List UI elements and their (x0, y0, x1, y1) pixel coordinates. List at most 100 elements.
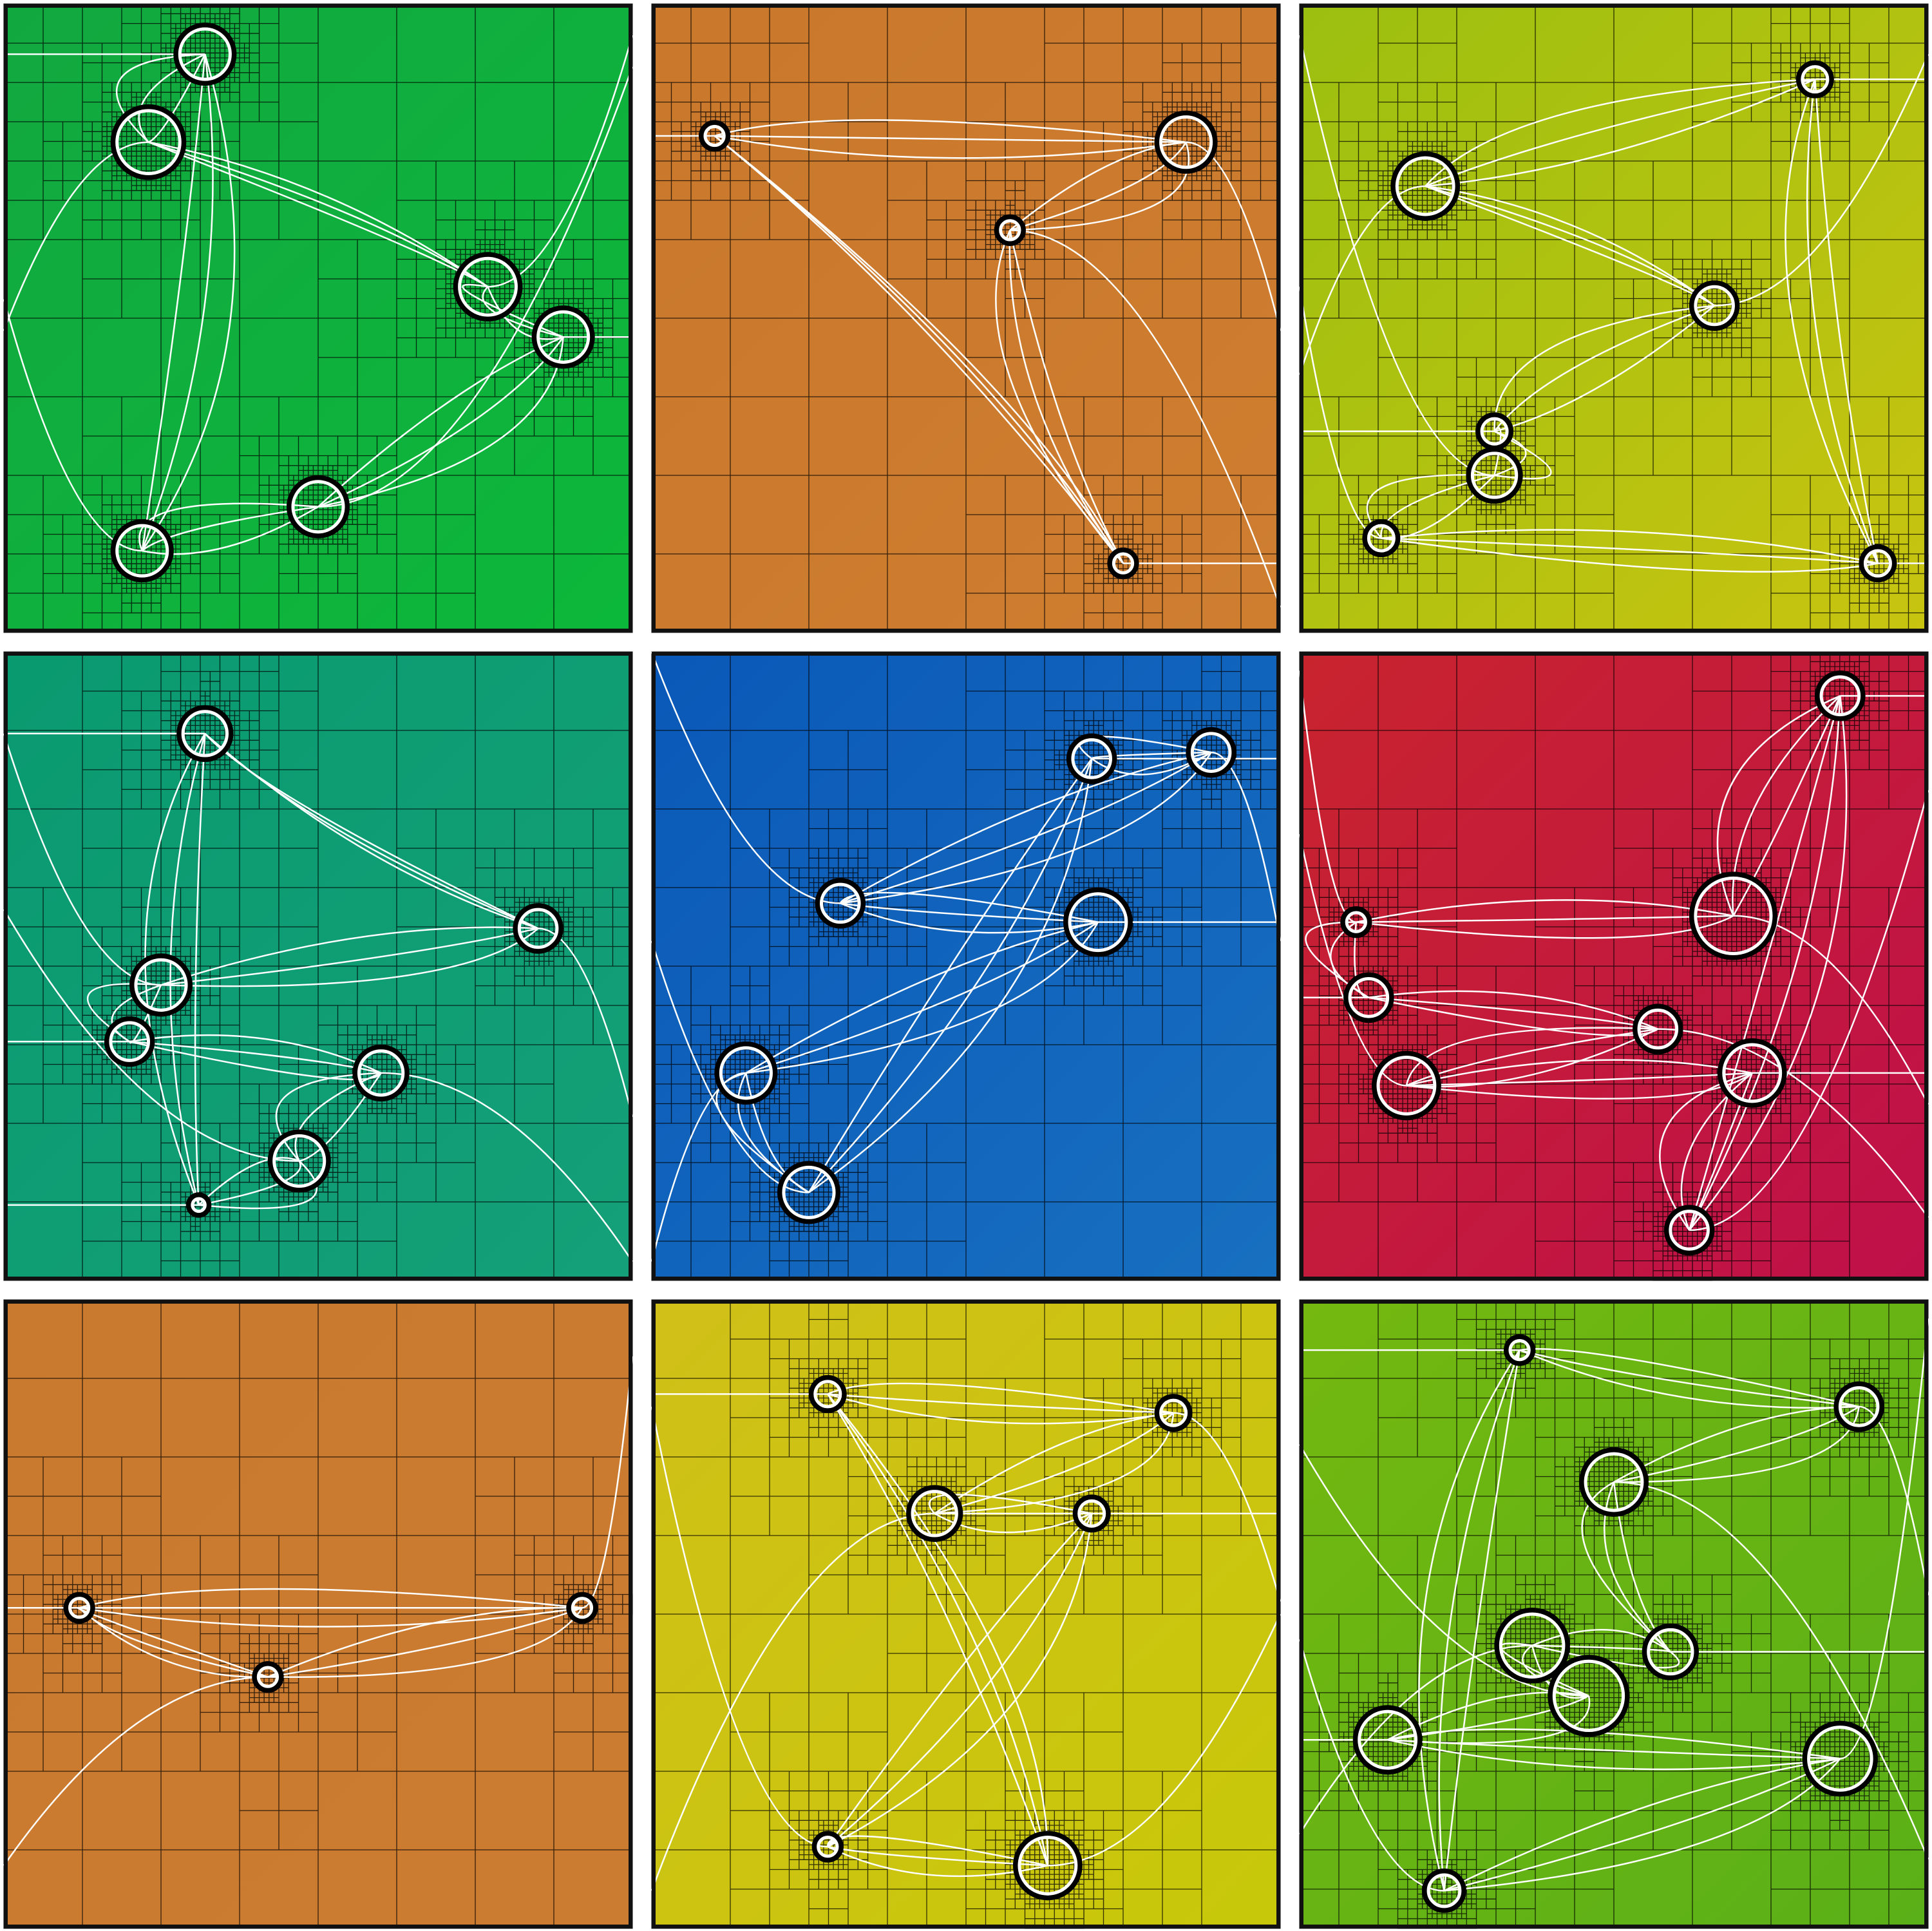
body-halo (777, 1161, 841, 1224)
body (1694, 876, 1773, 955)
streamline (487, 286, 564, 340)
streamline (1732, 695, 1841, 917)
body (1584, 1452, 1644, 1512)
streamline (138, 53, 205, 143)
streamline (1443, 1349, 1520, 1891)
body-halo (185, 1192, 212, 1218)
body (1159, 115, 1213, 169)
streamline (1444, 1758, 1841, 1892)
panel-border (652, 652, 1280, 1280)
streamline (3, 141, 149, 331)
streamline (714, 135, 1124, 564)
body (1470, 452, 1519, 499)
body (181, 710, 229, 757)
body (291, 480, 345, 534)
body (1807, 1726, 1873, 1792)
streamline (1581, 1481, 1671, 1653)
body-halo (63, 1592, 95, 1624)
body (1669, 1210, 1710, 1251)
streamline (839, 891, 1099, 923)
streamline (1531, 1644, 1680, 1669)
body-halo (1390, 151, 1461, 221)
streamline (745, 1072, 810, 1194)
streamline (538, 927, 634, 1118)
streamline (1732, 695, 1841, 917)
streamline (840, 902, 1099, 934)
streamline (1519, 1348, 1859, 1408)
body-halo (267, 1129, 331, 1193)
streamline (1418, 1349, 1520, 1891)
body (571, 1597, 594, 1619)
body (1159, 1398, 1188, 1427)
body (999, 219, 1021, 242)
body (719, 1046, 773, 1100)
body-halo (173, 23, 237, 86)
streamline (317, 337, 564, 508)
streamline (3, 1676, 268, 1867)
body-halo (1579, 1447, 1649, 1517)
streamline (1366, 473, 1495, 539)
streamline (148, 141, 489, 288)
streamline (141, 53, 214, 551)
streamline (1387, 1738, 1841, 1760)
streamline (1859, 1405, 1929, 1595)
streamline (1298, 35, 1495, 477)
streamline (1531, 1628, 1671, 1653)
streamline (1009, 142, 1187, 231)
body-halo (1340, 906, 1372, 938)
streamline (1603, 1481, 1671, 1653)
body (1018, 1835, 1078, 1896)
body-halo (906, 1485, 963, 1542)
streamline (1519, 1349, 1859, 1409)
streamline (79, 1588, 583, 1609)
streamline (746, 922, 1099, 1074)
body-halo (1663, 1204, 1715, 1256)
streamline (1425, 78, 1815, 187)
body (115, 524, 169, 578)
streamline (808, 758, 1093, 1194)
streamline (1425, 185, 1715, 307)
streamline (160, 927, 539, 987)
body (1480, 417, 1509, 446)
body (1863, 549, 1892, 578)
streamline (1387, 1695, 1589, 1741)
streamline (808, 758, 1093, 1194)
streamline (1519, 1349, 1859, 1408)
body-halo (176, 705, 234, 763)
body-halo (453, 252, 523, 322)
body (1071, 738, 1112, 779)
streamline (144, 733, 206, 1206)
streamline (650, 1512, 935, 1891)
body (1358, 1709, 1418, 1770)
body (109, 1021, 150, 1062)
streamline (1405, 1027, 1658, 1086)
body (1077, 1499, 1106, 1528)
panel (650, 651, 1282, 1281)
body-halo (1154, 110, 1218, 174)
panel (650, 1299, 1282, 1929)
body-halo (1642, 1623, 1700, 1680)
body-halo (1833, 1381, 1884, 1432)
streamline (1009, 230, 1124, 564)
streamline (1494, 305, 1715, 432)
streamline (1658, 1028, 1929, 1219)
body-halo (110, 519, 174, 583)
body-halo (1548, 1655, 1630, 1737)
streamline (928, 1494, 1092, 1515)
body (820, 882, 861, 924)
body (1694, 285, 1735, 327)
streamline (840, 751, 1211, 904)
body (517, 908, 559, 949)
streamline (1186, 141, 1282, 331)
streamline (1387, 1728, 1841, 1760)
body-halo (1066, 733, 1117, 785)
streamline (1689, 696, 1841, 1231)
streamline (1356, 915, 1734, 939)
body (817, 1835, 839, 1858)
streamline (1368, 996, 1659, 1036)
streamline (129, 1040, 382, 1081)
streamline (827, 1393, 1174, 1425)
body-halo (714, 1041, 778, 1105)
streamline (462, 283, 564, 338)
panel-border (4, 1300, 632, 1928)
